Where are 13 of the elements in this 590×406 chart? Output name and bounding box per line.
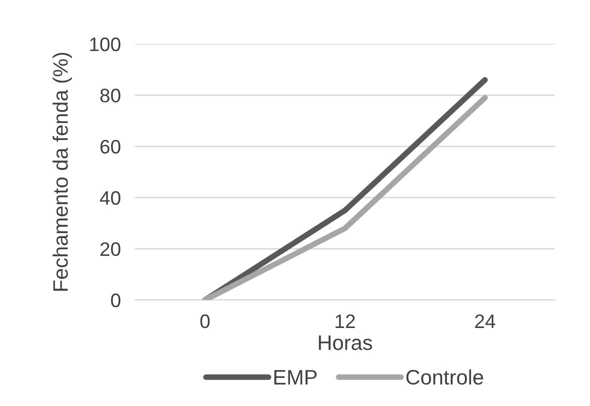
x-tick-label: 24 <box>475 314 496 328</box>
legend-label: Controle <box>406 369 484 385</box>
y-tick-label: 60 <box>100 140 120 154</box>
x-axis-title: Horas <box>318 336 372 350</box>
y-tick-label: 100 <box>90 37 120 52</box>
x-tick-label: 12 <box>336 314 355 328</box>
y-axis-title: Fechamento da fenda (%) <box>52 52 72 291</box>
y-tick-label: 20 <box>100 242 120 256</box>
x-tick-label: 0 <box>200 314 210 328</box>
y-tick-label: 40 <box>100 191 120 205</box>
legend-label: EMP <box>274 370 317 384</box>
y-tick-label: 80 <box>100 88 120 102</box>
y-tick-label: 0 <box>111 293 120 308</box>
